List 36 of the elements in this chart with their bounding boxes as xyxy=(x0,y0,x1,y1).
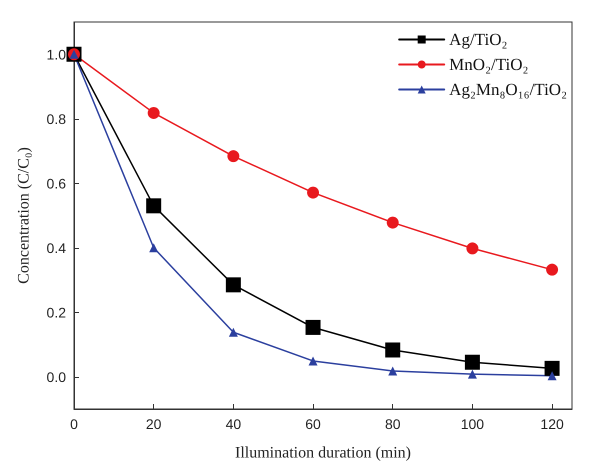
y-tick-label: 0.2 xyxy=(46,304,66,320)
x-tick-label: 100 xyxy=(460,416,484,432)
point xyxy=(544,360,560,376)
x-tick-label: 40 xyxy=(226,416,242,432)
point xyxy=(386,216,399,229)
point xyxy=(307,186,320,199)
point xyxy=(548,371,557,380)
point xyxy=(227,150,240,162)
x-tick-label: 0 xyxy=(70,416,78,432)
x-tick-label: 80 xyxy=(384,416,401,432)
y-tick-label: 0.4 xyxy=(46,240,66,256)
point xyxy=(306,320,321,335)
x-tick-label: 20 xyxy=(146,416,162,432)
y-axis-title: Concentration (C/C₀) xyxy=(16,147,32,284)
y-tick-label: 1.0 xyxy=(46,46,66,62)
point xyxy=(228,328,238,337)
x-tick-label: 60 xyxy=(305,416,322,432)
y-tick-label: 0.0 xyxy=(46,368,66,385)
point xyxy=(468,370,477,379)
point xyxy=(388,366,398,376)
point xyxy=(546,264,558,276)
point xyxy=(148,106,160,119)
point xyxy=(385,342,400,358)
point xyxy=(146,198,162,214)
legend-label: Ag/TiO₂ xyxy=(449,30,508,49)
legend-label: MnO₂/TiO₂ xyxy=(449,55,528,74)
x-tick-label: 120 xyxy=(540,416,564,432)
point xyxy=(149,243,158,252)
y-tick-label: 0.6 xyxy=(46,175,66,192)
point xyxy=(226,277,241,292)
point xyxy=(466,242,478,254)
legend-label: Ag₂Mn₈O₁₆/TiO₂ xyxy=(449,80,568,99)
point xyxy=(464,354,480,370)
y-tick-label: 0.8 xyxy=(46,110,66,127)
point xyxy=(308,356,318,366)
x-axis-title: Illumination duration (min) xyxy=(235,444,411,462)
